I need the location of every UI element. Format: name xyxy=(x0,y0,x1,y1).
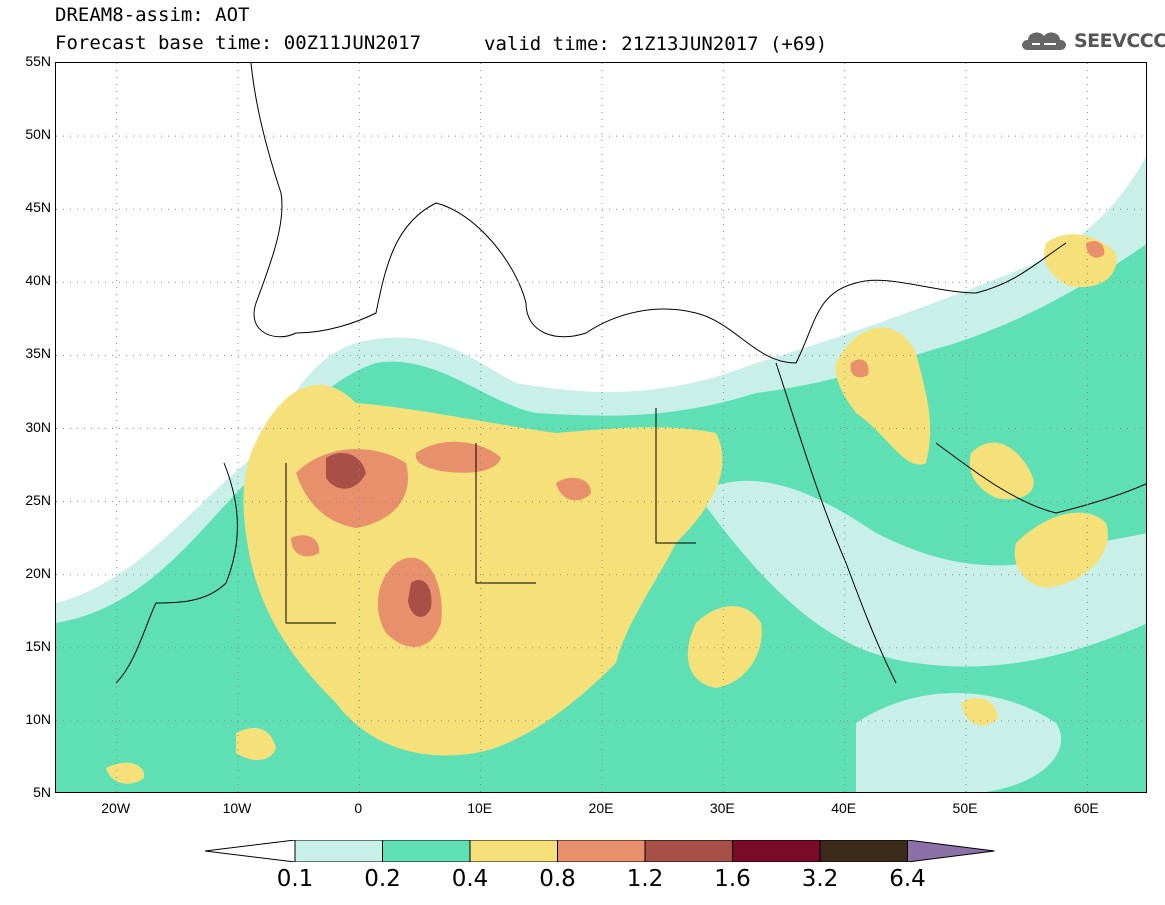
colorbar-label: 1.6 xyxy=(714,866,751,892)
aot-map xyxy=(56,63,1146,792)
colorbar-label: 0.8 xyxy=(539,866,576,892)
colorbar-label: 3.2 xyxy=(801,866,839,892)
lon-label: 40E xyxy=(831,800,857,816)
lat-label: 5N xyxy=(33,784,51,800)
lon-label: 0 xyxy=(354,800,363,816)
colorbar-segment xyxy=(382,839,471,863)
colorbar-segment xyxy=(469,839,558,863)
colorbar-label: 0.2 xyxy=(364,866,401,892)
colorbar-segment xyxy=(819,839,908,863)
map-title: DREAM8-assim: AOT xyxy=(55,4,250,26)
colorbar-svg xyxy=(204,839,995,863)
colorbar-label: 6.4 xyxy=(889,866,926,892)
lon-label: 10W xyxy=(222,800,252,816)
colorbar-label: 1.2 xyxy=(626,866,664,892)
lon-label: 30E xyxy=(709,800,735,816)
forecast-base-time: Forecast base time: 00Z11JUN2017 xyxy=(55,32,422,54)
colorbar-label: 0.4 xyxy=(451,866,489,892)
colorbar-under-triangle xyxy=(204,839,296,863)
lat-label: 30N xyxy=(25,418,51,435)
lon-label: 60E xyxy=(1073,800,1099,816)
lat-label: 15N xyxy=(25,637,51,654)
lat-label: 50N xyxy=(25,126,51,143)
lat-label: 25N xyxy=(25,491,51,508)
lat-label: 35N xyxy=(25,345,51,362)
lon-label: 10E xyxy=(467,800,493,816)
logo-text: SEEVCCC xyxy=(1074,30,1165,52)
map-panel xyxy=(55,62,1147,793)
colorbar-over-triangle xyxy=(907,839,995,863)
coastlines-borders xyxy=(115,63,1146,684)
colorbar-segment xyxy=(644,839,733,863)
colorbar-segment xyxy=(294,839,383,863)
colorbar-segment xyxy=(732,839,821,863)
seevccc-logo: SEEVCCC xyxy=(1018,26,1165,56)
lat-label: 40N xyxy=(25,272,51,289)
colorbar-segment xyxy=(557,839,646,863)
aot-fill-layer xyxy=(56,156,1146,792)
lat-label: 20N xyxy=(25,564,51,581)
lat-label: 10N xyxy=(25,710,51,727)
lat-label: 55N xyxy=(25,53,51,69)
colorbar-label: 0.1 xyxy=(276,866,314,892)
valid-time: valid time: 21Z13JUN2017 (+69) xyxy=(484,33,828,55)
lat-label: 45N xyxy=(25,199,51,216)
lat-lon-grid xyxy=(56,63,1146,792)
cloud-icon xyxy=(1022,32,1066,50)
lon-label: 50E xyxy=(952,800,978,816)
lon-label: 20W xyxy=(101,800,131,816)
aot-colorbar xyxy=(204,839,1005,866)
lon-label: 20E xyxy=(588,800,614,816)
